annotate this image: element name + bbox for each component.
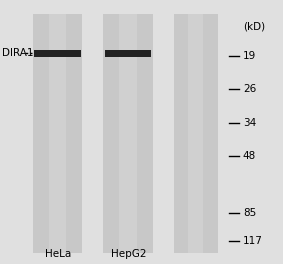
Text: (kD): (kD) — [243, 22, 265, 32]
Text: 48: 48 — [243, 151, 256, 161]
Bar — [188, 14, 203, 253]
Bar — [119, 14, 137, 253]
Bar — [104, 14, 153, 253]
Text: 85: 85 — [243, 208, 256, 218]
Text: 34: 34 — [243, 118, 256, 128]
Text: HeLa: HeLa — [45, 249, 72, 259]
Text: HepG2: HepG2 — [111, 249, 147, 259]
Bar — [174, 14, 218, 253]
Text: 19: 19 — [243, 51, 256, 61]
Bar — [105, 50, 151, 57]
Text: 26: 26 — [243, 84, 256, 94]
Bar — [35, 50, 81, 57]
Text: DIRA1: DIRA1 — [2, 48, 34, 58]
Bar — [49, 14, 66, 253]
Bar — [33, 14, 82, 253]
Text: 117: 117 — [243, 236, 263, 246]
